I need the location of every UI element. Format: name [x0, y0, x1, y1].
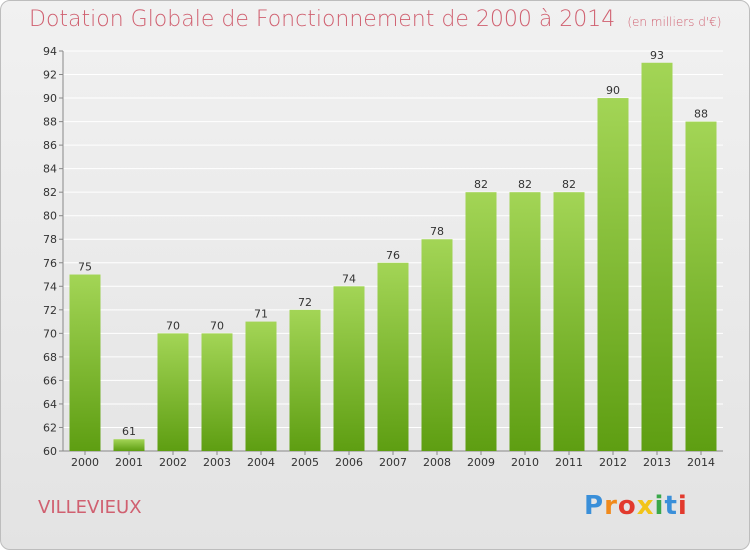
data-label-2012: 90: [606, 84, 620, 97]
data-label-2014: 88: [694, 108, 708, 121]
y-tick-label: 74: [43, 280, 57, 293]
data-label-2010: 82: [518, 178, 532, 191]
x-tick-label-2001: 2001: [115, 456, 143, 469]
x-tick-label-2000: 2000: [71, 456, 99, 469]
bar-2012: [597, 98, 629, 451]
logo-letter: P: [584, 491, 605, 521]
y-tick-label: 68: [43, 351, 57, 364]
bar-2009: [465, 192, 497, 452]
x-tick-label-2009: 2009: [467, 456, 495, 469]
x-tick-label-2004: 2004: [247, 456, 275, 469]
x-tick-label-2005: 2005: [291, 456, 319, 469]
data-label-2008: 78: [430, 225, 444, 238]
logo-letter: r: [604, 491, 618, 521]
x-tick-labels: 2000 2001 2002 2003 2004 2005 2006 2007 2008 2009…: [71, 456, 715, 469]
y-tick-labels: 60 62 64 66 68 70 72 74 76 78 80 82 84 86 88 90 92 94: [43, 45, 57, 458]
chart-subtitle: (en milliers d'€): [627, 15, 722, 29]
data-labels: 75 61 70 70 71 72 74 76 78 82 82 82 90 93 88: [78, 49, 708, 438]
y-tick-label: 72: [43, 304, 57, 317]
commune-name: VILLEVIEUX: [38, 497, 142, 518]
bar-2007: [377, 262, 409, 451]
y-tick-label: 66: [43, 374, 57, 387]
x-tick-label-2007: 2007: [379, 456, 407, 469]
logo-letter: i: [654, 491, 665, 521]
x-tick-label-2003: 2003: [203, 456, 231, 469]
data-label-2009: 82: [474, 178, 488, 191]
bar-2008: [421, 239, 453, 451]
x-tick-label-2008: 2008: [423, 456, 451, 469]
bar-2001: [113, 439, 145, 451]
data-label-2000: 75: [78, 261, 92, 274]
data-label-2002: 70: [166, 319, 180, 332]
y-tick-label: 84: [43, 163, 57, 176]
bar-2000: [69, 274, 101, 451]
y-tick-label: 94: [43, 45, 57, 58]
bar-2006: [333, 286, 365, 451]
y-tick-label: 76: [43, 257, 57, 270]
bar-2010: [509, 192, 541, 452]
y-tick-label: 92: [43, 69, 57, 82]
data-label-2001: 61: [122, 425, 136, 438]
x-tick-label-2013: 2013: [643, 456, 671, 469]
y-tick-label: 82: [43, 186, 57, 199]
x-tick-label-2011: 2011: [555, 456, 583, 469]
logo-letter: i: [677, 491, 688, 521]
proxiti-logo: Proxiti: [584, 491, 688, 521]
data-label-2011: 82: [562, 178, 576, 191]
y-tick-label: 78: [43, 233, 57, 246]
data-label-2004: 71: [254, 308, 268, 321]
bar-2005: [289, 309, 321, 451]
x-tick-label-2002: 2002: [159, 456, 187, 469]
bar-2013: [641, 62, 673, 451]
chart-title-text: Dotation Globale de Fonctionnement de 20…: [29, 7, 616, 32]
y-tick-label: 90: [43, 92, 57, 105]
bars: [69, 62, 717, 452]
x-tick-label-2010: 2010: [511, 456, 539, 469]
x-tick-label-2006: 2006: [335, 456, 363, 469]
bar-2003: [201, 333, 233, 451]
logo-letter: t: [664, 491, 678, 521]
data-label-2007: 76: [386, 249, 400, 262]
bar-2014: [685, 121, 717, 452]
data-label-2006: 74: [342, 272, 356, 285]
data-label-2005: 72: [298, 296, 312, 309]
bar-2002: [157, 333, 189, 451]
bar-2011: [553, 192, 585, 452]
data-label-2003: 70: [210, 319, 224, 332]
logo-letter: x: [636, 491, 655, 521]
y-tick-label: 62: [43, 421, 57, 434]
x-tick-label-2012: 2012: [599, 456, 627, 469]
chart-title: Dotation Globale de Fonctionnement de 20…: [29, 7, 721, 32]
y-tick-label: 64: [43, 398, 57, 411]
bar-2004: [245, 321, 277, 451]
y-tick-label: 60: [43, 445, 57, 458]
y-tick-label: 80: [43, 210, 57, 223]
y-tick-label: 70: [43, 327, 57, 340]
logo-letter: o: [617, 491, 637, 521]
y-tick-label: 88: [43, 116, 57, 129]
y-tick-label: 86: [43, 139, 57, 152]
x-tick-label-2014: 2014: [687, 456, 715, 469]
data-label-2013: 93: [650, 49, 664, 62]
